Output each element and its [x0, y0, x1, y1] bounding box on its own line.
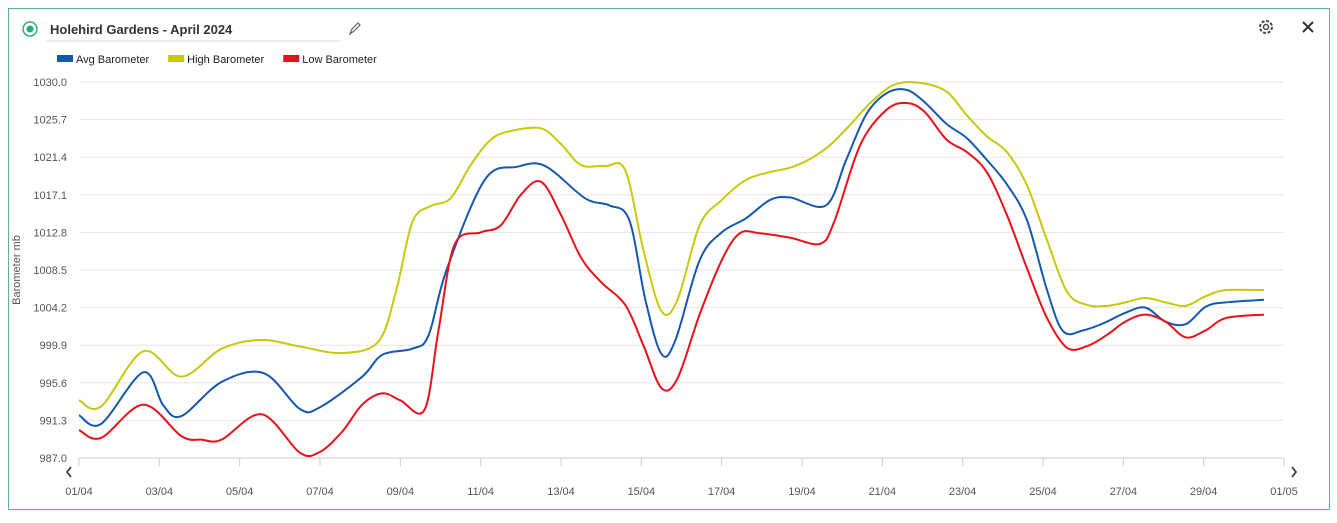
close-icon[interactable]: [1302, 21, 1314, 33]
y-tick-label: 1025.7: [33, 115, 67, 127]
legend-swatch: [168, 55, 185, 62]
y-tick-label: 991.3: [39, 415, 67, 427]
x-tick-label: 03/04: [146, 486, 174, 498]
x-tick-label: 01/04: [65, 486, 93, 498]
series-line: [78, 88, 1264, 427]
x-tick-label: 01/05: [1270, 486, 1298, 498]
x-tick-label: 05/04: [226, 486, 254, 498]
y-tick-label: 987.0: [39, 453, 67, 465]
y-tick-label: 1004.2: [33, 303, 67, 315]
legend-label: Low Barometer: [302, 54, 377, 66]
y-tick-label: 999.9: [39, 340, 67, 352]
x-tick-label: 23/04: [949, 486, 977, 498]
x-tick-label: 27/04: [1110, 486, 1138, 498]
series-line: [78, 81, 1264, 411]
legend-swatch: [283, 55, 300, 62]
plot: 987.0 991.3 995.6 999.9 1004.2 1008.5 1012.8 10…: [33, 77, 1297, 498]
y-tick-label: 995.6: [39, 378, 67, 390]
x-tick-label: 17/04: [708, 486, 736, 498]
title: Holehird Gardens - April 2024: [50, 22, 233, 37]
x-tick-label: 29/04: [1190, 486, 1218, 498]
x-tick-label: 15/04: [628, 486, 656, 498]
y-tick-label: 1030.0: [33, 77, 67, 89]
x-tick-label: 21/04: [869, 486, 897, 498]
settings-icon[interactable]: [1259, 20, 1273, 34]
prev-arrow[interactable]: [65, 466, 72, 478]
y-tick-label: 1008.5: [33, 265, 67, 277]
x-tick-label: 13/04: [547, 486, 575, 498]
gear-outer: [1259, 20, 1273, 34]
y-tick-label: 1017.1: [33, 190, 67, 202]
gear-inner: [1262, 23, 1270, 31]
x-tick-label: 11/04: [467, 486, 494, 498]
legend-label: High Barometer: [187, 54, 264, 66]
panel: [8, 8, 1330, 510]
x-tick-label: 07/04: [306, 486, 334, 498]
legend-swatch: [57, 55, 73, 62]
x-tick-label: 19/04: [788, 486, 816, 498]
x-tick-label: 25/04: [1029, 486, 1057, 498]
y-tick-label: 1021.4: [33, 152, 67, 164]
y-tick-label: 1012.8: [33, 227, 67, 239]
edit-icon[interactable]: [348, 22, 361, 36]
legend-label: Avg Barometer: [76, 54, 150, 66]
y-axis-label: Barometer mb: [11, 235, 23, 305]
series-line: [78, 101, 1265, 458]
status-dot: [26, 25, 34, 33]
next-arrow[interactable]: [1291, 466, 1298, 478]
x-tick-label: 09/04: [387, 486, 415, 498]
